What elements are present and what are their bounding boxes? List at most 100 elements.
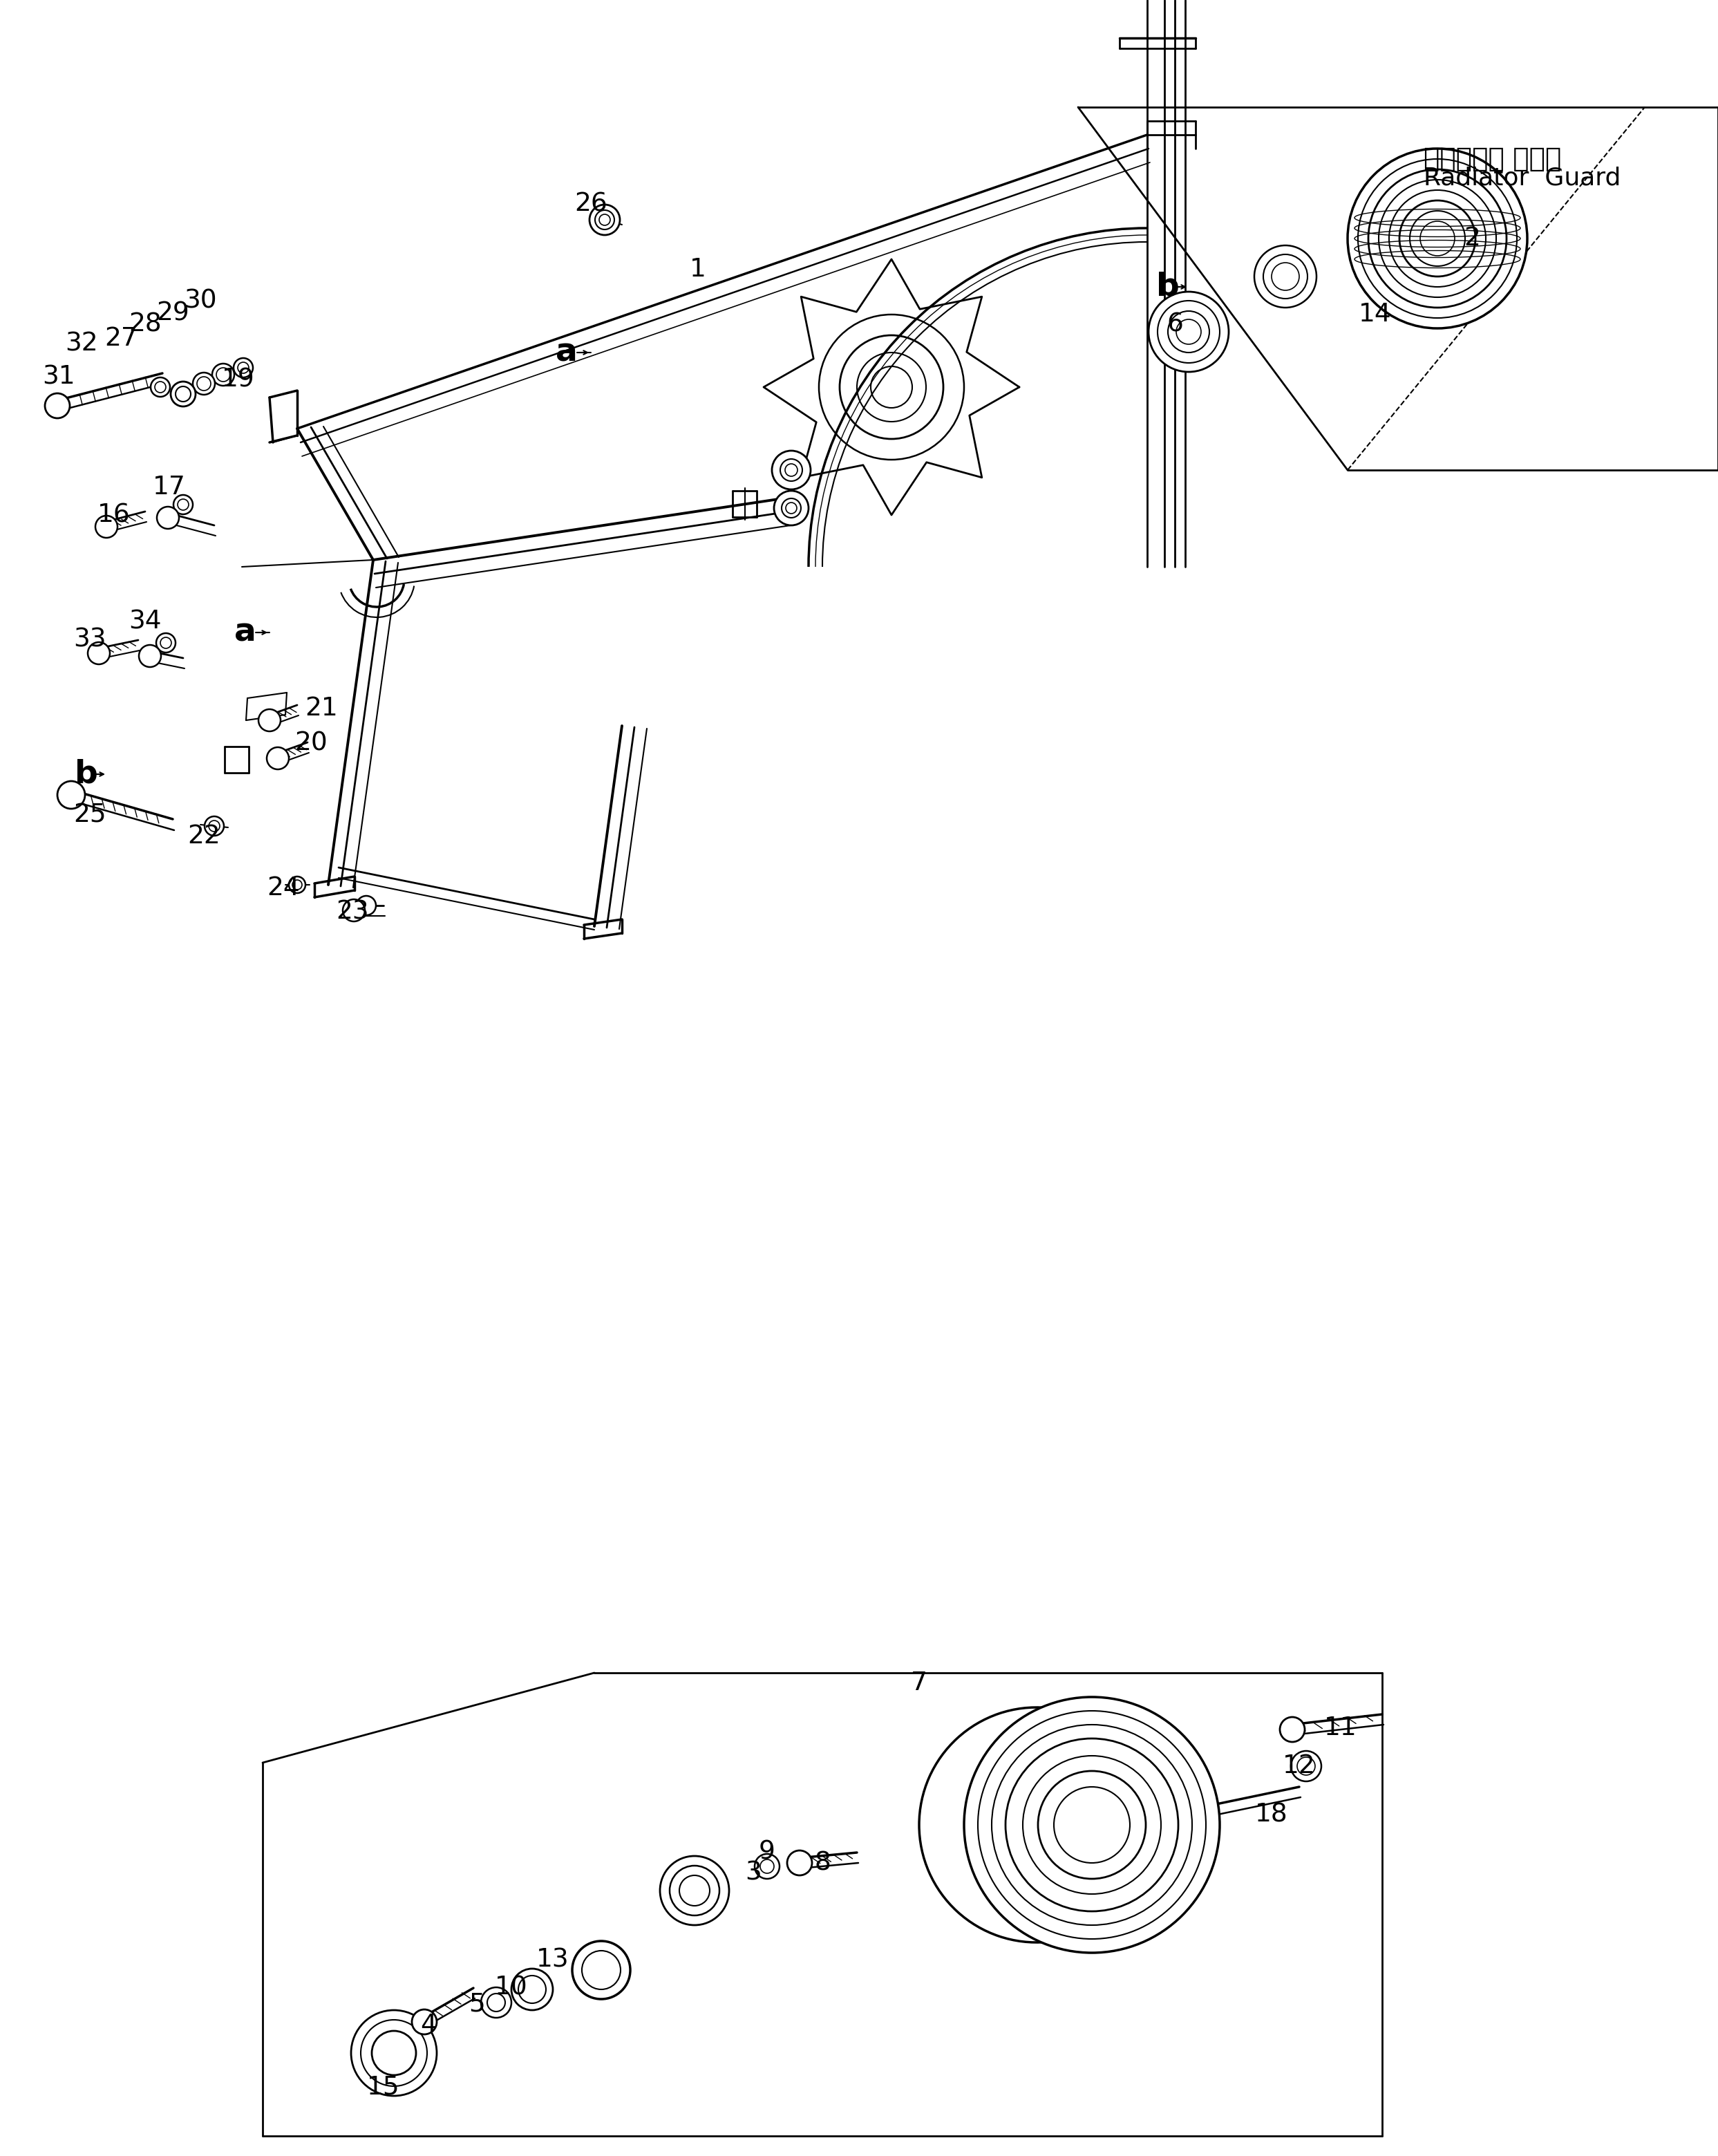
Text: 8: 8 [814,1850,830,1876]
Text: 14: 14 [1359,302,1392,328]
Circle shape [780,459,802,481]
Text: a: a [234,617,256,649]
Text: 27: 27 [105,326,137,351]
Circle shape [88,642,110,664]
Circle shape [964,1697,1220,1953]
Text: 33: 33 [74,627,107,651]
Circle shape [1158,300,1220,362]
Text: 25: 25 [74,804,107,828]
Circle shape [679,1876,710,1906]
Circle shape [1368,170,1507,308]
Circle shape [754,1854,780,1878]
Text: 28: 28 [129,313,161,336]
Text: 2: 2 [1464,226,1481,250]
Circle shape [594,209,615,229]
Circle shape [211,364,234,386]
Circle shape [151,377,170,397]
Text: 1: 1 [689,257,706,282]
Circle shape [819,315,964,459]
Text: 13: 13 [536,1947,569,1973]
Circle shape [1410,211,1465,265]
Text: 34: 34 [129,610,161,634]
Text: b: b [74,759,98,789]
Text: 22: 22 [187,824,220,849]
Circle shape [1038,1770,1146,1878]
Text: 3: 3 [746,1861,761,1886]
Text: 10: 10 [495,1975,527,2001]
Circle shape [1022,1755,1161,1893]
Circle shape [978,1712,1206,1938]
Text: ラジエータ ガード: ラジエータ ガード [1424,147,1562,172]
Circle shape [840,334,943,440]
Circle shape [234,358,253,377]
Text: 24: 24 [266,875,301,901]
Circle shape [361,2020,428,2087]
Circle shape [519,1975,546,2003]
Text: 20: 20 [294,731,328,755]
Circle shape [266,748,289,770]
Circle shape [1347,149,1527,328]
Circle shape [45,392,70,418]
Circle shape [589,205,620,235]
Text: 31: 31 [43,364,76,390]
Circle shape [1297,1757,1314,1774]
Text: 18: 18 [1256,1802,1288,1826]
Text: 15: 15 [368,2074,400,2100]
Circle shape [787,1850,813,1876]
Circle shape [1357,160,1517,317]
Circle shape [1263,254,1307,300]
Circle shape [512,1968,553,2009]
Text: 9: 9 [759,1839,775,1865]
Circle shape [1168,310,1209,354]
Circle shape [1005,1738,1179,1912]
Circle shape [582,1951,620,1990]
Circle shape [775,492,809,526]
Circle shape [1290,1751,1321,1781]
Circle shape [1390,190,1486,287]
Circle shape [660,1856,728,1925]
Text: 30: 30 [184,289,216,313]
Text: Radiator  Guard: Radiator Guard [1424,166,1620,190]
Text: 29: 29 [156,300,189,326]
Circle shape [1254,246,1316,308]
Circle shape [857,354,926,423]
Circle shape [357,897,376,914]
Circle shape [204,817,223,837]
Text: 21: 21 [304,696,338,720]
Text: 12: 12 [1283,1753,1316,1779]
Circle shape [156,507,179,528]
Circle shape [1149,291,1228,371]
Text: 6: 6 [1167,313,1184,336]
Text: 23: 23 [337,899,369,925]
Circle shape [192,373,215,395]
Text: 19: 19 [222,369,254,392]
Text: b: b [1156,272,1180,302]
Circle shape [412,2009,436,2035]
Circle shape [174,496,192,515]
Circle shape [785,502,797,513]
Circle shape [488,1994,505,2012]
Circle shape [871,367,912,407]
Circle shape [96,515,117,537]
Text: 17: 17 [153,474,186,500]
Circle shape [782,498,801,517]
Circle shape [991,1725,1192,1925]
Circle shape [481,1988,512,2018]
Circle shape [670,1865,720,1915]
Circle shape [258,709,280,731]
Circle shape [572,1940,631,1999]
Text: 7: 7 [911,1671,928,1695]
Circle shape [289,877,306,893]
Circle shape [1053,1787,1130,1863]
Text: 4: 4 [421,2014,436,2037]
Circle shape [170,382,196,407]
Circle shape [1421,222,1455,257]
Text: a: a [555,336,577,369]
Circle shape [371,2031,416,2074]
Circle shape [156,634,175,653]
Text: 26: 26 [574,192,608,216]
Text: 16: 16 [98,502,131,528]
Circle shape [344,899,364,921]
Circle shape [1400,201,1476,276]
Circle shape [771,451,811,489]
